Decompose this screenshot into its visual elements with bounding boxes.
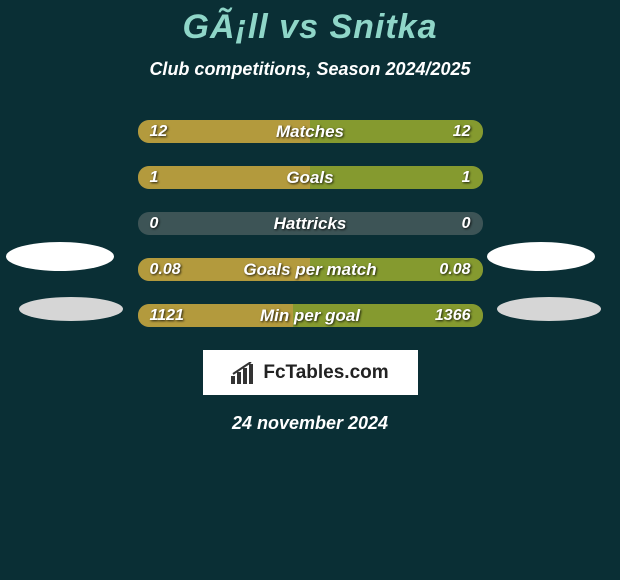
source-logo-box: FcTables.com	[203, 350, 418, 395]
stat-bar: 12 12 Matches	[138, 120, 483, 143]
comparison-title: GÃ¡ll vs Snitka	[0, 8, 620, 47]
stat-bar: 0.08 0.08 Goals per match	[138, 258, 483, 281]
stat-row: 1 1 Goals	[0, 166, 620, 189]
stat-bar: 1 1 Goals	[138, 166, 483, 189]
stat-row: 0 0 Hattricks	[0, 212, 620, 235]
stat-row: 12 12 Matches	[0, 120, 620, 143]
stat-row: 0.08 0.08 Goals per match	[0, 258, 620, 281]
stats-area: 12 12 Matches 1 1 Goals 0 0 Hattricks 0.08 0.08 Goa…	[0, 120, 620, 434]
stat-value-left: 1121	[150, 307, 184, 325]
stat-bar-left-fill	[138, 166, 311, 189]
stat-label: Matches	[276, 122, 344, 142]
stat-label: Hattricks	[274, 214, 347, 234]
logo-inner: FcTables.com	[231, 362, 388, 384]
stat-label: Min per goal	[260, 306, 360, 326]
stat-row: 1121 1366 Min per goal	[0, 304, 620, 327]
stat-label: Goals per match	[243, 260, 376, 280]
stat-bar-right-fill	[310, 166, 483, 189]
stat-value-left: 0	[150, 215, 159, 233]
infographic-container: GÃ¡ll vs Snitka Club competitions, Seaso…	[0, 0, 620, 434]
chart-icon	[231, 362, 257, 384]
stat-value-left: 1	[150, 169, 159, 187]
stat-value-right: 1	[462, 169, 471, 187]
snapshot-date: 24 november 2024	[0, 413, 620, 434]
stat-value-right: 0.08	[439, 261, 470, 279]
stat-bar: 1121 1366 Min per goal	[138, 304, 483, 327]
stat-bar: 0 0 Hattricks	[138, 212, 483, 235]
stat-value-right: 12	[453, 123, 471, 141]
stat-label: Goals	[286, 168, 333, 188]
stat-rows-list: 12 12 Matches 1 1 Goals 0 0 Hattricks 0.08 0.08 Goa…	[0, 120, 620, 327]
stat-value-right: 0	[462, 215, 471, 233]
comparison-subtitle: Club competitions, Season 2024/2025	[0, 59, 620, 80]
stat-value-right: 1366	[435, 307, 471, 325]
stat-value-left: 12	[150, 123, 168, 141]
logo-text: FcTables.com	[263, 362, 388, 384]
stat-value-left: 0.08	[150, 261, 181, 279]
